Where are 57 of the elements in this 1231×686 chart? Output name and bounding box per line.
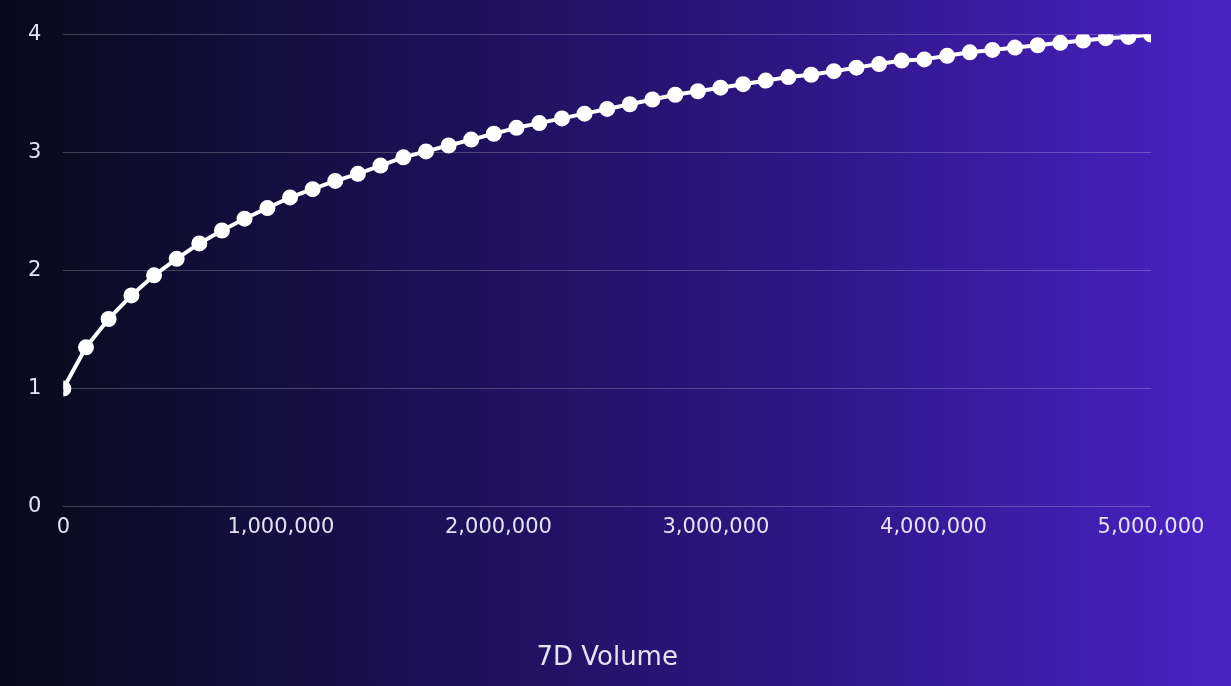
- x-tick-label: 0: [56, 513, 71, 538]
- point: [916, 51, 933, 68]
- x-tick-label: 4,000,000: [880, 513, 987, 538]
- point: [372, 157, 389, 174]
- x-tick-label: 3,000,000: [662, 513, 770, 538]
- y-tick-label: 4: [27, 21, 42, 46]
- point: [871, 56, 888, 73]
- point: [508, 119, 525, 136]
- point: [576, 105, 593, 122]
- point: [825, 63, 842, 80]
- x-tick-label: 1,000,000: [227, 513, 335, 538]
- point: [100, 310, 117, 327]
- x-tick-label: 2,000,000: [444, 513, 552, 538]
- point: [213, 222, 230, 239]
- point: [939, 47, 956, 64]
- point: [485, 125, 502, 142]
- point: [191, 235, 208, 252]
- point: [712, 79, 729, 96]
- point: [553, 110, 570, 127]
- point: [327, 172, 344, 189]
- point: [780, 69, 797, 86]
- point: [77, 339, 94, 356]
- x-axis-title: 7D Volume: [536, 641, 678, 672]
- point: [984, 41, 1001, 58]
- point: [304, 181, 321, 198]
- point: [848, 59, 865, 76]
- point: [395, 149, 412, 166]
- point: [621, 96, 638, 113]
- y-tick-label: 0: [27, 493, 42, 518]
- point: [1075, 34, 1092, 49]
- point: [757, 72, 774, 89]
- point: [282, 189, 299, 206]
- point: [123, 287, 140, 304]
- point: [236, 210, 253, 227]
- y-tick-label: 3: [27, 139, 42, 164]
- point: [893, 52, 910, 69]
- point: [735, 76, 752, 93]
- point: [961, 44, 978, 61]
- point: [463, 131, 480, 148]
- point: [531, 115, 548, 132]
- point: [667, 86, 684, 103]
- point: [644, 91, 661, 108]
- point: [803, 66, 820, 83]
- point: [599, 100, 616, 117]
- point: [349, 165, 366, 182]
- y-tick-label: 1: [27, 375, 42, 400]
- point: [168, 250, 185, 267]
- y-tick-label: 2: [27, 257, 42, 282]
- point: [1052, 34, 1069, 51]
- point: [440, 137, 457, 154]
- point: [1029, 37, 1046, 54]
- point: [689, 83, 706, 100]
- point: [259, 200, 276, 217]
- point: [146, 267, 163, 284]
- point: [1007, 39, 1024, 56]
- point: [417, 143, 434, 160]
- x-tick-label: 5,000,000: [1097, 513, 1205, 538]
